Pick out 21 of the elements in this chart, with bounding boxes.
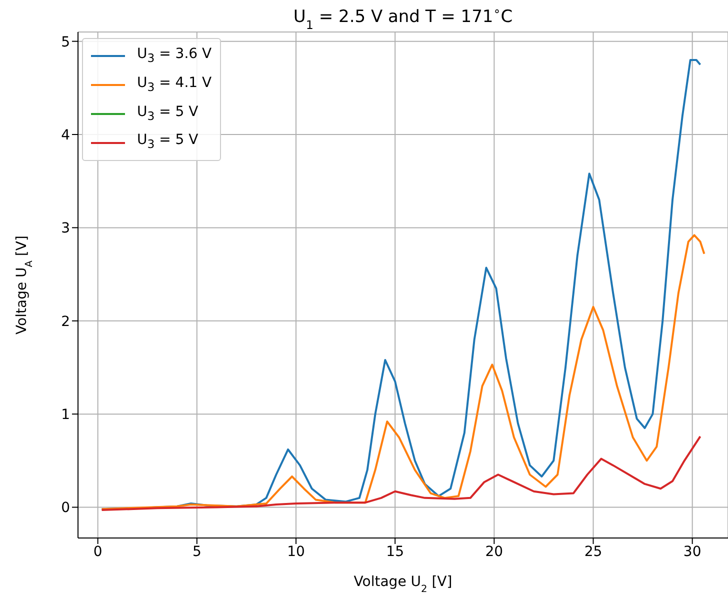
y-tick-label: 0 <box>61 500 70 516</box>
x-tick-label: 0 <box>93 544 102 560</box>
x-tick-label: 10 <box>287 544 305 560</box>
y-tick-label: 5 <box>61 34 70 50</box>
line-series <box>100 234 706 510</box>
x-tick-label: 5 <box>192 544 202 560</box>
chart-title: U$_{1}$ = 2.5 V and T = 171$^{∘}$C <box>293 4 513 32</box>
x-tick-label: 30 <box>683 544 702 560</box>
x-tick-label: 25 <box>584 544 602 560</box>
x-tick-label: 15 <box>386 544 404 560</box>
y-tick-label: 2 <box>61 314 70 330</box>
y-tick-label: 1 <box>61 407 70 424</box>
x-tick-label: 20 <box>485 544 504 560</box>
legend-label: U$_{3}$ = 5 V <box>137 132 198 152</box>
line-series <box>100 435 702 512</box>
y-tick-label: 3 <box>61 220 70 237</box>
legend-label: U$_{3}$ = 3.6 V <box>137 46 212 65</box>
legend-label: U$_{3}$ = 5 V <box>137 104 198 122</box>
legend-label: U$_{3}$ = 4.1 V <box>137 74 212 94</box>
x-axis-title: Voltage U$_{2}$ [V] <box>354 574 452 594</box>
y-tick-label: 4 <box>61 127 70 144</box>
